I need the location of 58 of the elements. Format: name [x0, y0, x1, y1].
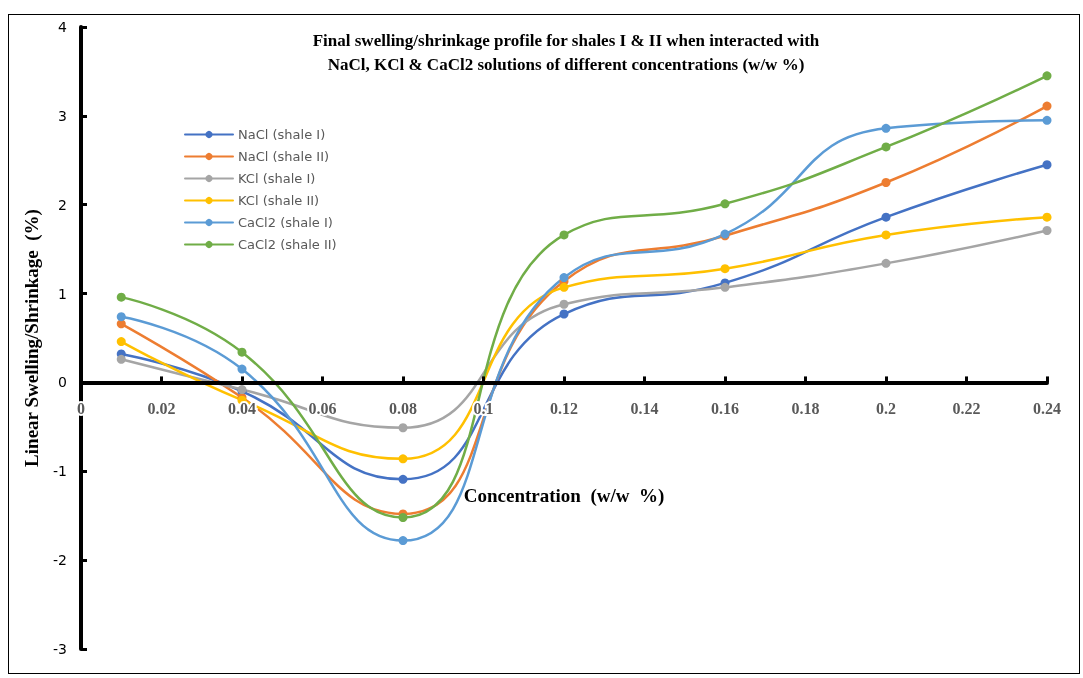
- x-tick-label: 0.22: [952, 399, 981, 417]
- point: [116, 337, 126, 347]
- text: Final swelling/shrinkage profile for shales I & II when interacted with NaCl, KCl & CaCl2 solutions of different concentrations (w/w %): [312, 30, 820, 74]
- legend-label: NaCl (shale II): [238, 149, 330, 164]
- point: [398, 454, 408, 464]
- y-tick-label: -3: [53, 641, 67, 657]
- point: [237, 347, 247, 357]
- x-tick-label: 0.24: [1033, 399, 1061, 417]
- point: [881, 212, 891, 222]
- y-tick-label: -2: [53, 552, 67, 569]
- legend-label: KCl (shale II): [238, 193, 320, 208]
- point: [720, 199, 730, 209]
- point: [559, 230, 569, 240]
- x-tick-label: 0.08: [389, 399, 417, 417]
- x-tick-label: 0: [77, 399, 85, 417]
- point: [1042, 115, 1052, 125]
- point: [1042, 71, 1052, 81]
- point: [116, 292, 126, 302]
- legend-label: CaCl2 (shale I): [238, 215, 333, 230]
- point: [116, 354, 126, 364]
- point: [1042, 160, 1052, 170]
- point: [881, 230, 891, 240]
- x-tick-label: 0.06: [308, 399, 337, 417]
- x-tick-label: 0.04: [228, 399, 256, 417]
- point: [881, 142, 891, 152]
- legend-label: KCl (shale I): [238, 171, 316, 186]
- point: [237, 364, 247, 374]
- point: [1042, 101, 1052, 111]
- y-axis-title: Linear Swelling/Shrinkage (%): [21, 209, 43, 467]
- y-tick-label: -1: [53, 463, 67, 480]
- x-axis-title: Concentration (w/w %): [463, 485, 665, 508]
- point: [720, 264, 730, 274]
- point: [559, 299, 569, 309]
- point: [559, 309, 569, 319]
- y-tick-label: 4: [58, 19, 68, 35]
- x-tick-label: 0.02: [147, 399, 176, 417]
- point: [720, 282, 730, 292]
- y-tick-label: 0: [58, 374, 67, 391]
- point: [881, 258, 891, 268]
- legend-label: NaCl (shale I): [238, 127, 326, 142]
- point: [398, 474, 408, 484]
- point: [116, 312, 126, 322]
- x-tick-label: 0.12: [550, 399, 578, 417]
- point: [559, 282, 569, 292]
- point: [881, 178, 891, 187]
- point: [398, 423, 408, 433]
- x-tick-label: 0.16: [711, 399, 739, 417]
- point: [881, 123, 891, 133]
- y-tick-label: 3: [58, 107, 67, 124]
- point: [398, 536, 408, 546]
- x-tick-label: 0.18: [791, 399, 820, 417]
- y-tick-label: 2: [58, 196, 67, 213]
- point: [1042, 225, 1052, 235]
- x-tick-label: 0.2: [876, 399, 896, 417]
- point: [1042, 212, 1052, 222]
- x-tick-label: 0.14: [630, 399, 659, 417]
- y-tick-label: 1: [58, 285, 67, 302]
- legend-label: CaCl2 (shale II): [238, 237, 337, 252]
